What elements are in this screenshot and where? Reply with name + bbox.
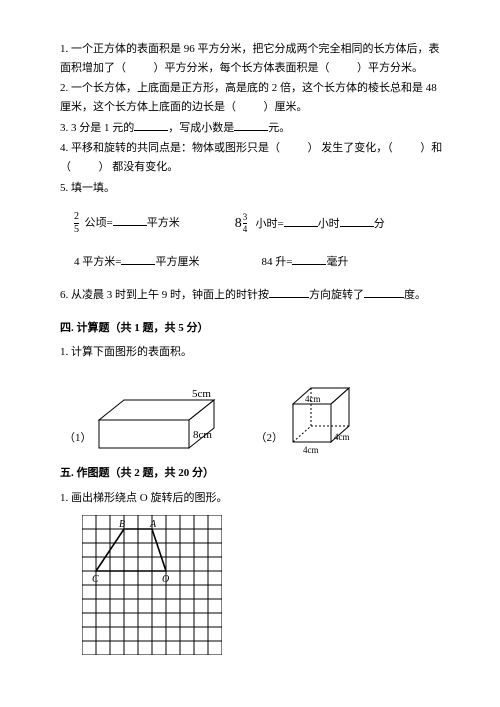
- conv1-u2: 平方米: [147, 217, 180, 229]
- grid-svg: B A C O: [82, 515, 222, 655]
- cuboid-svg: 5cm 8cm 10cm: [94, 378, 220, 450]
- section-4-q1: 1. 计算下面图形的表面积。: [60, 343, 450, 362]
- frac-d: 5: [74, 225, 79, 235]
- q3-b: ，写成小数是: [168, 122, 234, 134]
- q6-a: 6. 从凌晨 3 时到上午 9 时，钟面上的时针按: [60, 289, 269, 301]
- conv2-c: 84 升=: [261, 256, 292, 268]
- q4-a: 4. 平移和旋转的共同点是：物体或图形只是（: [60, 142, 280, 154]
- mixed-8-3-4: 8 3 4: [235, 212, 248, 236]
- conv1-left: 2 5 公顷= 平方米: [74, 212, 180, 235]
- conv1-right: 8 3 4 小时= 小时 分: [235, 212, 385, 236]
- section-4-heading: 四. 计算题（共 1 题，共 5 分）: [60, 319, 450, 338]
- fig1-num: （1）: [64, 429, 92, 448]
- q1-mid: ）平方分米，每个长方体表面积是（: [154, 62, 330, 74]
- trapezoid-grid: B A C O: [82, 515, 450, 655]
- q2-end: ）厘米。: [264, 101, 308, 113]
- conv1-u5: 分: [374, 218, 385, 230]
- label-O: O: [162, 574, 169, 585]
- figure-1: （1） 5cm 8cm 10cm: [64, 378, 220, 450]
- question-2: 2. 一个长方体，上底面是正方形，高是底的 2 倍，这个长方体的棱长总和是 48…: [60, 79, 450, 116]
- fig2-a2: 4cm: [334, 432, 350, 442]
- figure-2: （2） 4cm 4cm 4cm: [256, 376, 366, 450]
- trapezoid-shape: [96, 529, 166, 571]
- grid-lines: [82, 515, 222, 655]
- conv2-right: 84 升= 毫升: [261, 253, 348, 272]
- label-B: B: [119, 519, 125, 530]
- label-A: A: [149, 519, 157, 530]
- conv2-b: 平方厘米: [155, 256, 199, 268]
- section-5-q1: 1. 画出梯形绕点 O 旋转后的图形。: [60, 489, 450, 508]
- cube-shape: 4cm 4cm 4cm: [285, 376, 365, 450]
- section-5-heading: 五. 作图题（共 2 题，共 20 分）: [60, 464, 450, 483]
- q3-c: 元。: [268, 122, 290, 134]
- frac-n: 2: [74, 212, 79, 222]
- figure-row: （1） 5cm 8cm 10cm （2）: [64, 376, 450, 450]
- mixed-w: 8: [235, 212, 242, 236]
- conv2-a: 4 平方米=: [74, 256, 121, 268]
- question-1: 1. 一个正方体的表面积是 96 平方分米，把它分成两个完全相同的长方体后，表面…: [60, 40, 450, 77]
- conv2-d: 毫升: [326, 256, 348, 268]
- fig2-num: （2）: [256, 429, 284, 448]
- conversion-row-1: 2 5 公顷= 平方米 8 3 4 小时= 小时 分: [74, 212, 450, 236]
- question-4: 4. 平移和旋转的共同点是：物体或图形只是（） 发生了变化，（）和（） 都没有变…: [60, 139, 450, 176]
- page: 1. 一个正方体的表面积是 96 平方分米，把它分成两个完全相同的长方体后，表面…: [0, 0, 500, 685]
- conv1-u1: 公顷=: [85, 217, 113, 229]
- conv1-u3: 小时=: [255, 218, 283, 230]
- q6-c: 度。: [404, 289, 426, 301]
- conversion-row-2: 4 平方米= 平方厘米 84 升= 毫升: [74, 253, 450, 272]
- q2-pre: 2. 一个长方体，上底面是正方形，高是底的 2 倍，这个长方体的棱长总和是 48…: [60, 82, 437, 113]
- conv1-u4: 小时: [318, 218, 340, 230]
- cube-svg: 4cm 4cm 4cm: [285, 376, 365, 456]
- conv2-left: 4 平方米= 平方厘米: [74, 253, 199, 272]
- q6-b: 方向旋转了: [309, 289, 364, 301]
- question-5: 5. 填一填。: [60, 179, 450, 198]
- q4-d: ） 都没有变化。: [99, 161, 179, 173]
- fig1-h: 5cm: [192, 388, 211, 400]
- q1-end: ）平方分米。: [357, 62, 423, 74]
- fraction-2-5: 2 5: [74, 212, 79, 235]
- question-3: 3. 3 分是 1 元的 ，写成小数是 元。: [60, 119, 450, 138]
- q4-b: ） 发生了变化，（: [308, 142, 393, 154]
- label-C: C: [92, 574, 99, 585]
- q3-a: 3. 3 分是 1 元的: [60, 122, 134, 134]
- cuboid-shape: 5cm 8cm 10cm: [94, 378, 220, 450]
- fig1-d: 8cm: [193, 429, 212, 441]
- question-6: 6. 从凌晨 3 时到上午 9 时，钟面上的时针按 方向旋转了 度。: [60, 286, 450, 305]
- fig2-a1: 4cm: [305, 394, 321, 404]
- fig2-a3: 4cm: [303, 445, 319, 455]
- mixed-d: 4: [243, 225, 248, 234]
- mixed-n: 3: [243, 213, 248, 222]
